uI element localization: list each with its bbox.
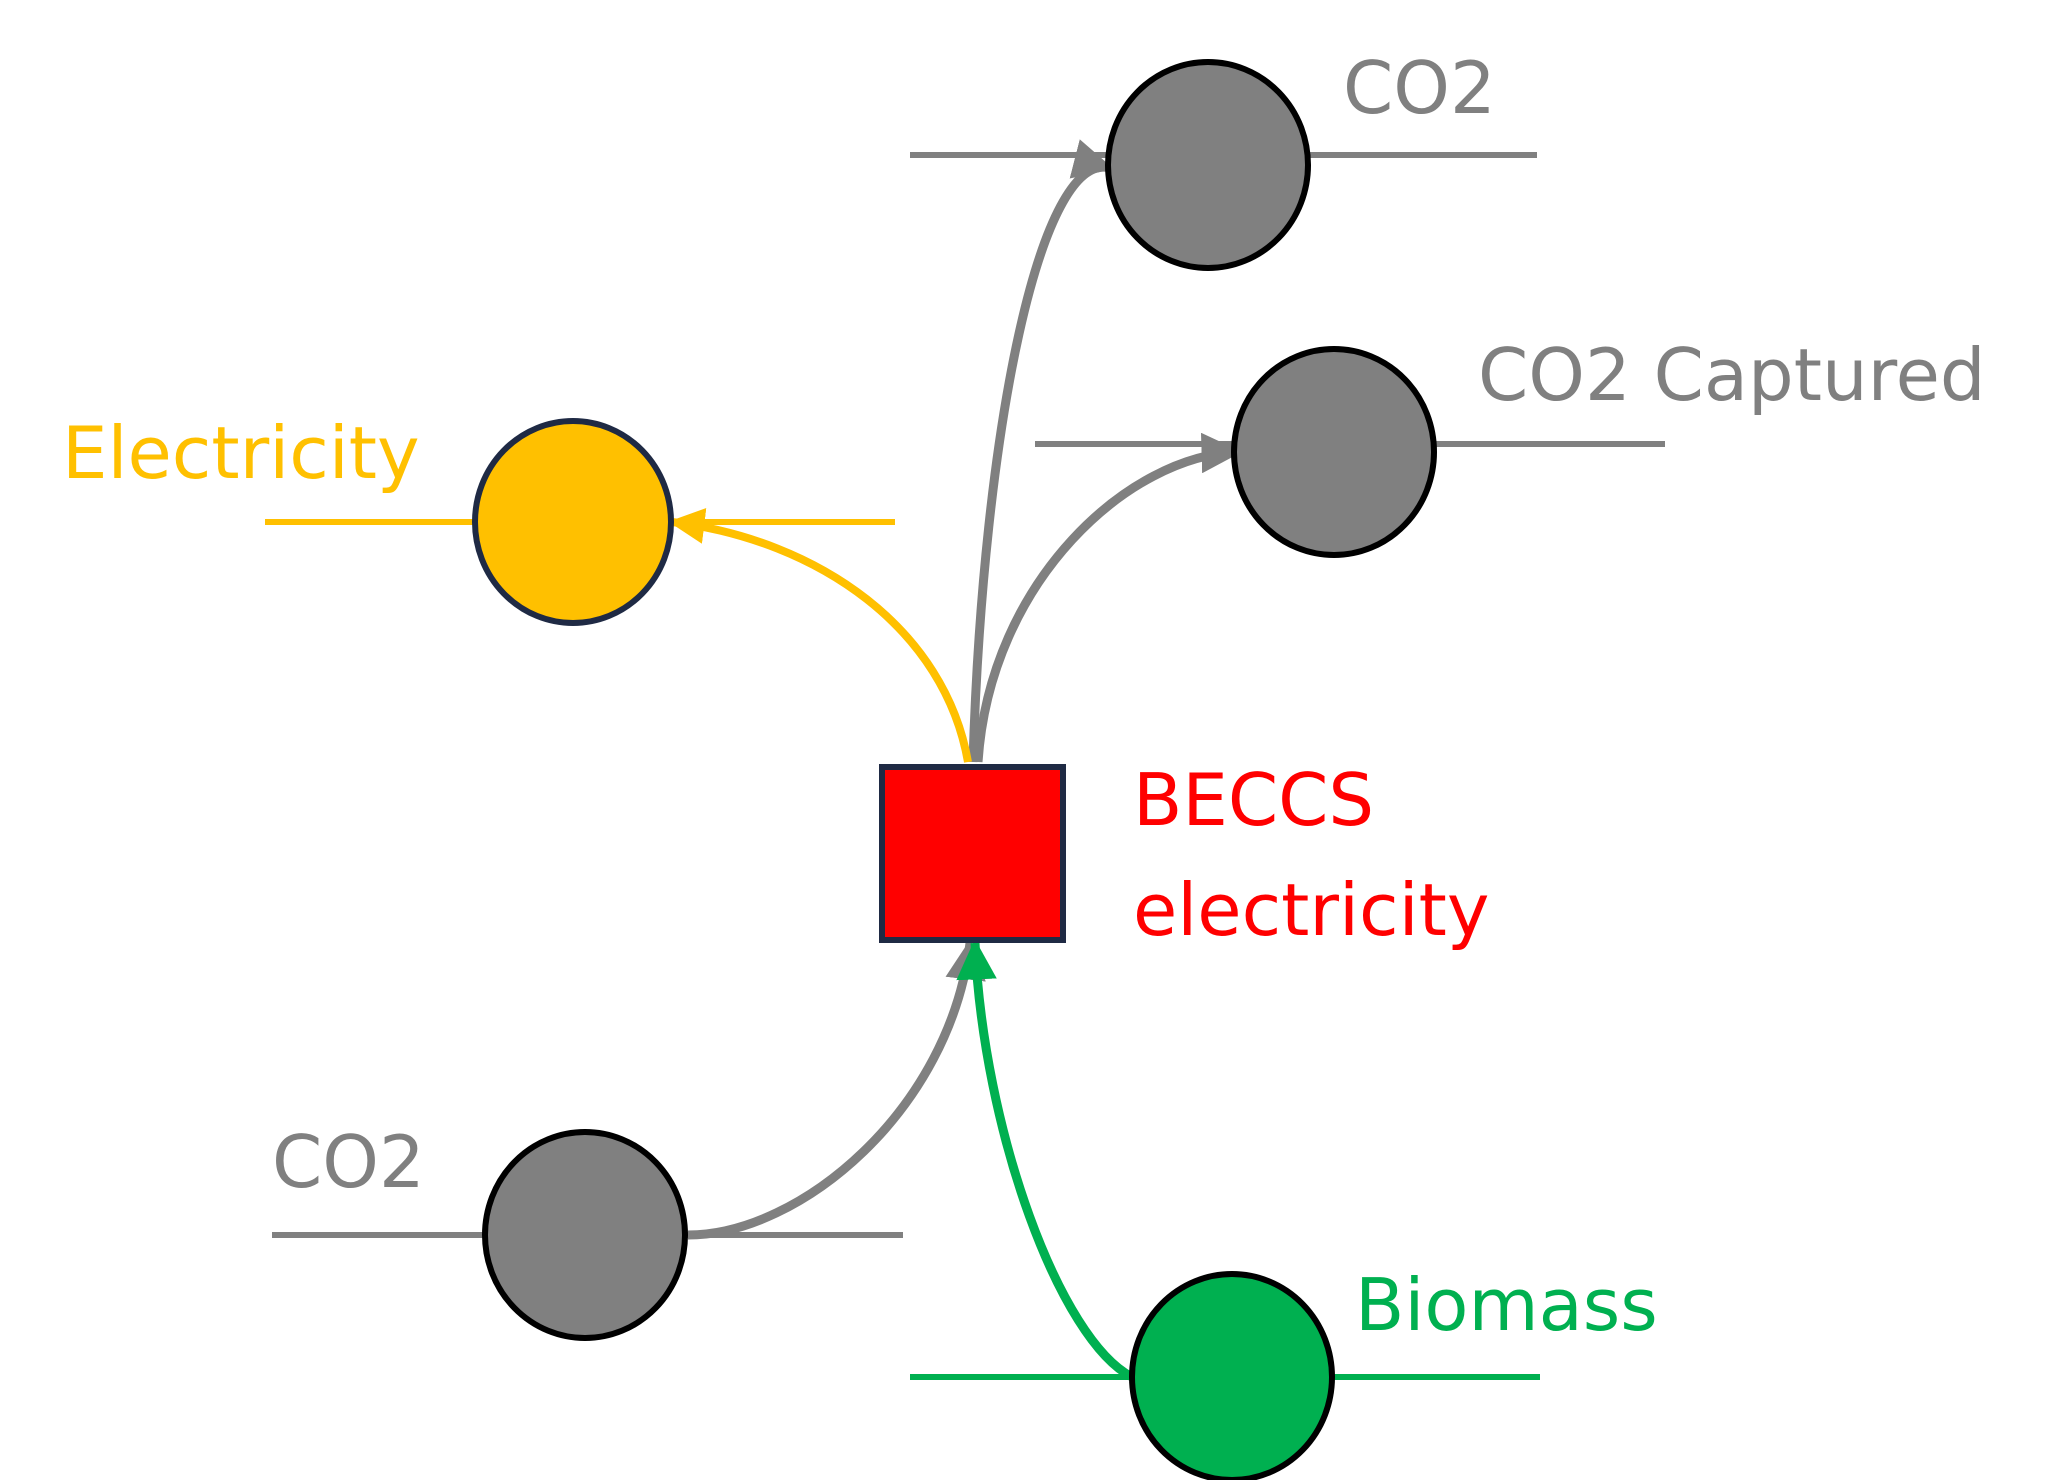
co2-bottom-node bbox=[482, 1129, 688, 1341]
flow-arrow-to-co2 bbox=[968, 139, 1114, 763]
flow-arrow-from-co2 bbox=[687, 938, 986, 1240]
flow-arrow-to-co2-captured bbox=[973, 432, 1243, 763]
electricity-label: Electricity bbox=[62, 411, 420, 495]
beccs-process-label-line2: electricity bbox=[1133, 868, 1489, 952]
co2-top-node bbox=[1105, 59, 1311, 271]
co2-top-label: CO2 bbox=[1343, 46, 1496, 130]
beccs-process-box bbox=[879, 764, 1066, 943]
biomass-label: Biomass bbox=[1355, 1263, 1658, 1347]
flow-arrow-from-biomass bbox=[956, 938, 1135, 1381]
biomass-node bbox=[1129, 1271, 1335, 1480]
flow-arrow-to-electricity bbox=[668, 508, 972, 763]
co2-bottom-label: CO2 bbox=[272, 1120, 425, 1204]
co2-captured-label: CO2 Captured bbox=[1478, 333, 1986, 417]
electricity-node bbox=[472, 418, 674, 626]
co2-captured-node bbox=[1231, 346, 1437, 558]
beccs-process-label-line1: BECCS bbox=[1133, 758, 1374, 842]
